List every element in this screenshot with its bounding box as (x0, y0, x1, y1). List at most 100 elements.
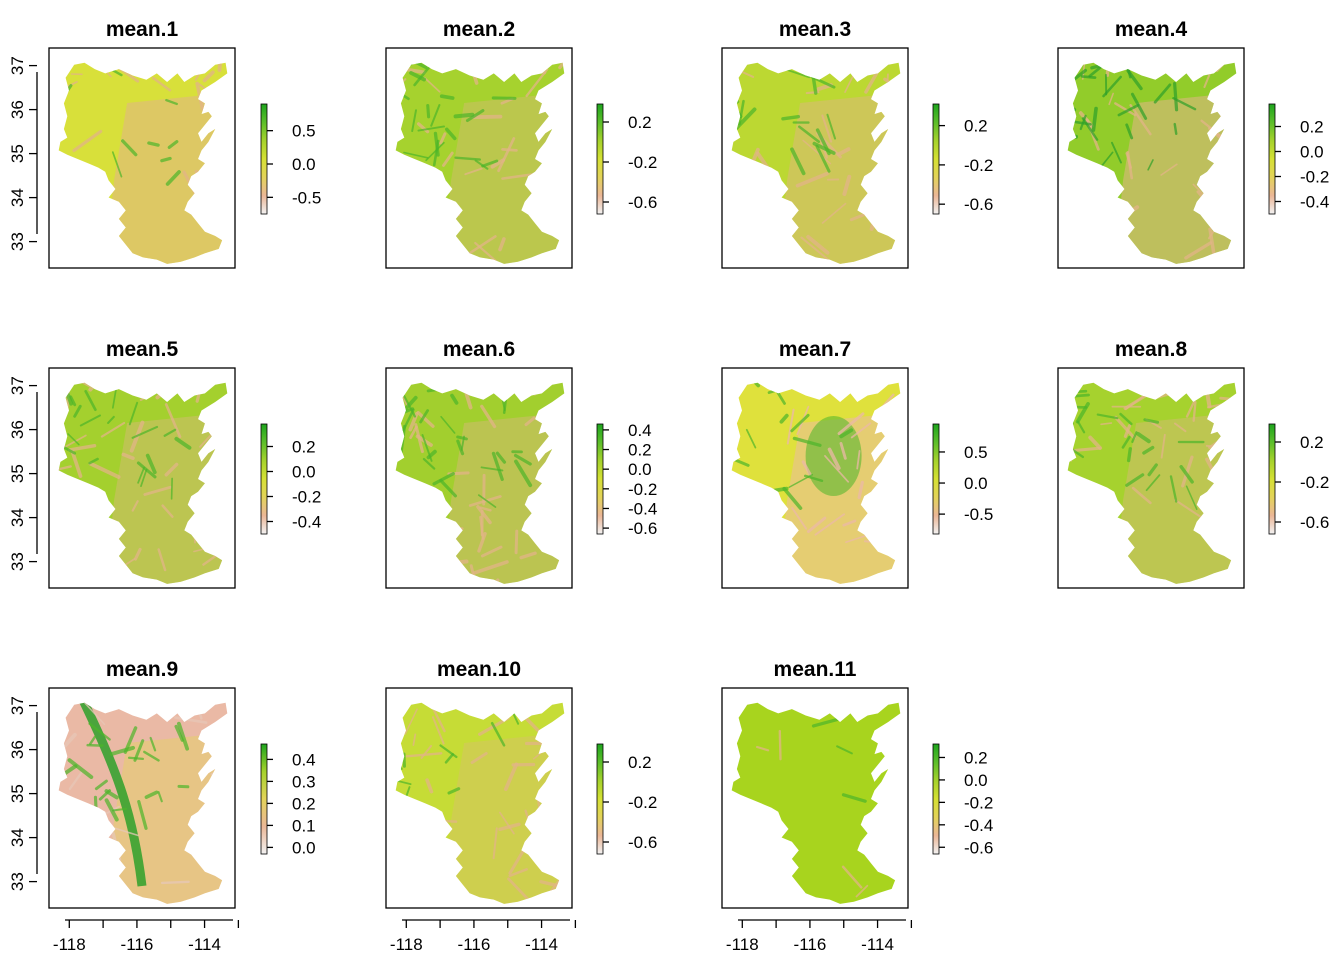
texture-streak (1100, 151, 1114, 168)
texture-streak (76, 573, 93, 581)
texture-streak (174, 436, 192, 450)
texture-streak (849, 212, 867, 222)
texture-streak (361, 562, 389, 569)
panel-mean-5: mean.5 33 34 35 36 37 0.2 0.0 -0.2 -0.4 (8, 338, 321, 589)
legend-tick-label: 0.0 (628, 460, 652, 479)
map-raster (58, 369, 228, 584)
x-tick-label: -116 (794, 935, 827, 954)
texture-streak (1233, 529, 1237, 543)
texture-streak (77, 496, 92, 502)
texture-streak (464, 167, 483, 176)
texture-streak (824, 455, 850, 483)
texture-streak (783, 68, 811, 79)
panel-frame (721, 47, 909, 269)
legend-tick-label: 0.5 (292, 122, 316, 141)
texture-streak (1131, 486, 1152, 505)
texture-streak (1067, 162, 1073, 189)
panel-frame (48, 47, 236, 269)
texture-streak (430, 104, 441, 127)
y-tick-label: 33 (8, 552, 27, 571)
texture-streak (1160, 433, 1166, 459)
texture-streak (418, 248, 432, 264)
texture-streak (137, 369, 153, 371)
texture-streak (67, 433, 80, 446)
texture-streak (1069, 446, 1101, 453)
legend: 0.2 0.0 -0.2 -0.4 (1268, 103, 1329, 215)
texture-streak (778, 729, 782, 761)
texture-streak (70, 231, 93, 245)
texture-streak (551, 472, 565, 481)
texture-streak (157, 548, 167, 572)
legend: 0.2 -0.2 -0.6 (1268, 423, 1329, 535)
texture-streak (863, 575, 882, 584)
texture-streak (795, 171, 829, 188)
texture-streak (66, 382, 91, 388)
texture-streak (746, 161, 762, 171)
texture-streak (395, 818, 401, 832)
legend-tick-label: 0.2 (292, 438, 316, 457)
legend-bar (596, 743, 604, 855)
texture-streak (392, 413, 393, 445)
panel-title: mean.9 (106, 658, 178, 681)
texture-streak (58, 490, 60, 509)
legend-tick-label: 0.2 (1300, 433, 1324, 452)
texture-streak (1067, 134, 1076, 143)
y-tick-label: 34 (8, 828, 27, 847)
texture-streak (826, 113, 837, 140)
texture-streak (439, 478, 457, 498)
texture-streak (109, 745, 136, 756)
texture-streak (827, 447, 841, 470)
texture-streak (814, 513, 846, 536)
texture-streak (412, 733, 417, 746)
panel-frame (48, 367, 236, 589)
texture-streak (1147, 159, 1154, 171)
texture-streak (155, 382, 180, 400)
texture-streak (72, 129, 103, 153)
texture-streak (160, 880, 190, 885)
texture-streak (121, 139, 138, 157)
texture-streak (731, 477, 748, 483)
x-tick-label: -118 (726, 935, 759, 954)
legend-tick-label: -0.2 (964, 156, 993, 175)
texture-streak (1100, 422, 1113, 426)
texture-streak (426, 104, 431, 119)
texture-streak (731, 399, 733, 413)
panel-mean-2: mean.2 0.2 -0.2 -0.6 (385, 18, 657, 269)
y-tick-label: 37 (8, 56, 27, 75)
texture-streak (1125, 123, 1134, 140)
texture-streak (821, 202, 847, 224)
texture-streak (1108, 92, 1114, 106)
texture-streak (426, 540, 447, 554)
panel-title: mean.7 (779, 338, 851, 361)
texture-streak (1121, 435, 1131, 449)
texture-streak (1088, 64, 1104, 78)
texture-streak (133, 547, 142, 561)
texture-streak (94, 779, 108, 791)
texture-streak (487, 62, 508, 76)
legend-tick-label: 0.2 (964, 748, 988, 767)
texture-streak (477, 494, 497, 508)
panel-title: mean.11 (774, 658, 857, 681)
texture-streak (1181, 455, 1194, 488)
texture-streak (855, 884, 869, 898)
texture-streak (767, 387, 783, 394)
texture-streak (1076, 420, 1086, 434)
texture-streak (1081, 117, 1099, 141)
texture-streak (1119, 412, 1133, 426)
texture-streak (731, 523, 757, 533)
texture-streak (790, 413, 810, 433)
texture-streak (89, 582, 118, 584)
texture-streak (802, 139, 832, 165)
texture-streak (1142, 445, 1155, 455)
texture-streak (1185, 485, 1198, 510)
texture-streak (140, 468, 148, 488)
texture-streak (508, 849, 525, 875)
texture-streak (422, 457, 436, 470)
texture-streak (1208, 522, 1233, 530)
texture-streak (754, 230, 768, 236)
y-tick-label: 35 (8, 144, 27, 163)
legend-tick-label: 0.2 (292, 794, 316, 813)
texture-streak (479, 506, 492, 512)
texture-streak (806, 516, 827, 534)
texture-streak (1067, 437, 1073, 462)
